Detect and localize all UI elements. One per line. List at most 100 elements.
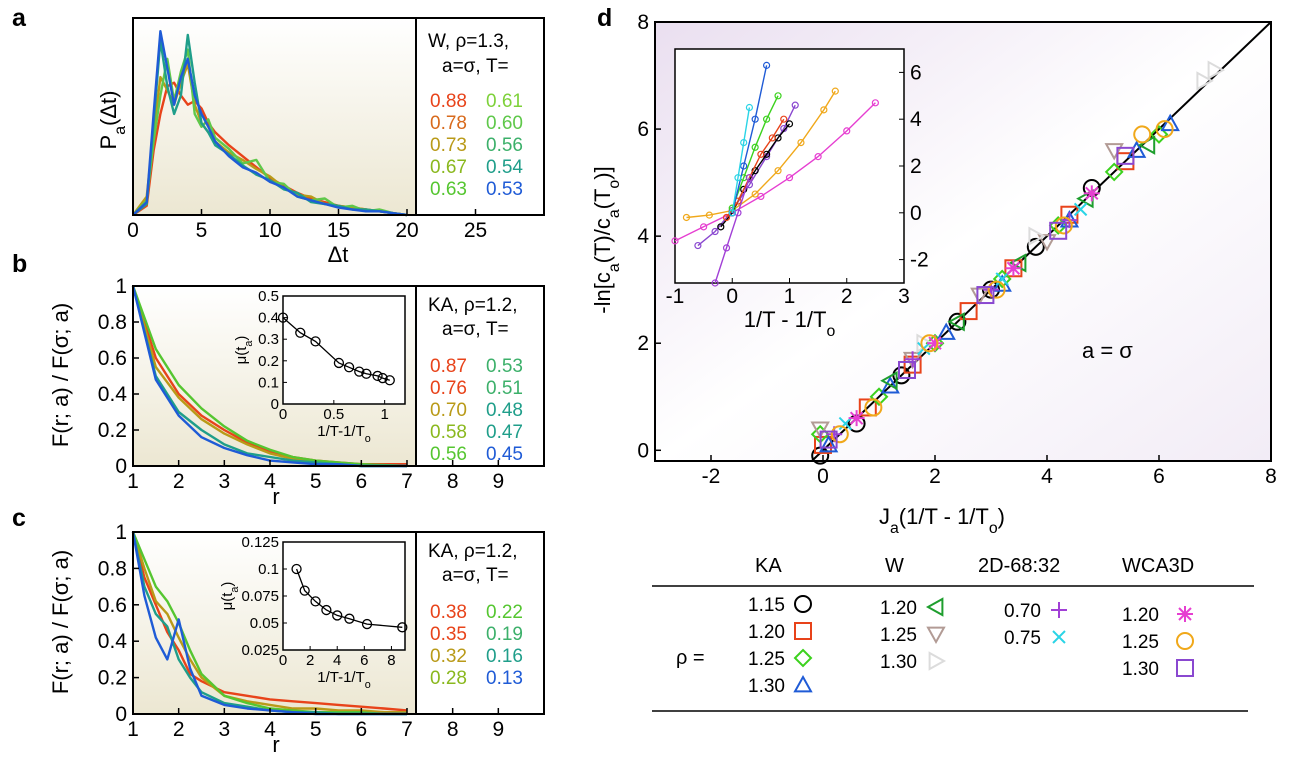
panel-d-point-square (1116, 146, 1135, 165)
panel-d-inset-point (745, 174, 754, 182)
legend-2d-marker-0 (1051, 602, 1067, 618)
panel-b-xtick-label: 3 (218, 470, 230, 493)
panel-d-point-square (1049, 221, 1068, 240)
panel-b-legend-entry: 0.53 (486, 356, 523, 377)
panel-b-inset-point (354, 366, 365, 377)
panel-a-legend-line2: a=σ, T= (442, 56, 509, 77)
legend-w-rho-0: 1.20 (880, 598, 917, 619)
panel-d-point-diamond (869, 387, 889, 407)
panel-c-inset-ytick-label: 0.075 (241, 588, 279, 605)
panel-c-xtick-label: 8 (447, 718, 459, 741)
panel-d-ytick-label: 0 (637, 439, 649, 462)
panel-c-xtick-label: 3 (218, 718, 230, 741)
legend-2d-rho-0: 0.70 (1004, 601, 1041, 622)
panel-d-yticks: 0 2 4 6 8 (637, 11, 661, 462)
panel-b-legend-entry: 0.45 (486, 444, 523, 465)
panel-b-inset-point (377, 372, 388, 384)
legend-wca3d-rho-1: 1.25 (1122, 632, 1159, 653)
panel-a-xticks: 0 5 10 15 20 25 (127, 209, 487, 242)
panel-c-inset-xtick-label: 8 (387, 652, 395, 669)
panel-c-inset-ytick-label: 0.1 (258, 561, 279, 578)
panel-b-xtick-label: 2 (173, 470, 185, 493)
legend-w-rho-2: 1.30 (880, 652, 917, 673)
panel-d-inset-point (694, 241, 702, 250)
panel-b-inset-point (277, 312, 289, 323)
panel-d-point-triangle-up (880, 375, 900, 394)
panel-d-inset-ytick-label: 4 (910, 108, 922, 131)
panel-d-inset-xtick-label: 0 (726, 285, 738, 308)
panel-label-c: c (12, 504, 26, 532)
panel-c-legend-line1: KA, ρ=1.2, (428, 541, 518, 562)
panel-a-xtick-label: 15 (327, 219, 350, 242)
panel-d-point-circle (1133, 125, 1152, 144)
panel-c-xticks: 1 2 3 4 5 6 7 8 9 (127, 708, 504, 741)
panel-a-xtick-label: 10 (258, 219, 281, 242)
panel-d-point-square (976, 286, 995, 305)
panel-b-series-4 (131, 285, 407, 468)
legend-wca3d-marker-0 (1177, 606, 1193, 622)
panel-d-point-triangle-up (818, 434, 839, 453)
panel-d-inset-ytick-label: 0 (910, 202, 922, 225)
panel-c-inset-point (310, 596, 321, 607)
panel-b-legend-entry: 0.56 (430, 444, 467, 465)
panel-c-inset-xlabel: 1/T-1/To (317, 669, 371, 691)
panel-c-legend-entry: 0.16 (486, 646, 523, 667)
panel-b-ytick-label: 0.4 (98, 383, 128, 406)
panel-b-xtick-label: 8 (447, 470, 459, 493)
panel-b-ytick-label: 0 (115, 455, 127, 478)
panel-d-inset-point (728, 209, 736, 217)
panel-c-inset-point (344, 613, 355, 624)
legend-wca3d-marker-2 (1176, 659, 1194, 677)
panel-a-legend-entry: 0.60 (486, 113, 523, 134)
panel-a-xtick-label: 25 (464, 219, 487, 242)
panel-d-point-square (898, 360, 916, 379)
panel-b-inset-point (361, 368, 372, 379)
panel-d-inset-point (740, 139, 748, 147)
panel-b-legend-entry: 0.47 (486, 422, 523, 443)
panel-a-series-2 (132, 48, 408, 217)
panel-c-inset-point (299, 585, 310, 596)
panel-d-inset-point (722, 244, 731, 252)
panel-b-legend-entry: 0.51 (486, 378, 523, 399)
panel-d-xtick-label: 8 (1265, 465, 1277, 488)
panel-b-inset-xlabel: 1/T-1/To (317, 423, 371, 445)
panel-b-legend-entry: 0.70 (430, 400, 467, 421)
panel-c-legend: 0.38 0.22 0.35 0.19 0.32 0.16 0.28 0.13 (430, 602, 523, 689)
panel-d-inset-xlabel: 1/T - 1/To (744, 307, 836, 340)
panel-a-legend-entry: 0.54 (486, 157, 523, 178)
panel-d-point-cross (838, 416, 853, 431)
panel-d-inset-point (762, 61, 771, 69)
panel-c-ytick-label: 0.2 (98, 667, 127, 690)
panel-b-inset-point (343, 362, 355, 373)
table-header-ka: KA (755, 555, 782, 577)
panel-c-inset-frame (282, 541, 406, 651)
panel-c-inset-xtick-label: 6 (360, 652, 368, 669)
panel-d-inset-point (797, 139, 805, 147)
panel-a-xtick-label: 20 (395, 219, 418, 242)
legend-w-marker-1 (926, 626, 946, 645)
panel-label-a: a (12, 4, 27, 32)
panel-a-legend-entry: 0.67 (430, 157, 467, 178)
panel-b-inset-point (372, 370, 383, 382)
panel-c-series-2 (131, 531, 407, 716)
panel-b-xticks: 1 2 3 4 5 6 7 8 9 (127, 460, 504, 493)
panel-d-inset-ytick-label: -2 (910, 249, 929, 272)
panel-d-point-diamond (992, 269, 1012, 289)
legend-ka-marker-2 (793, 648, 813, 668)
panel-b-inset-ytick-label: 0.3 (258, 331, 279, 348)
panel-b-inset-xtick-label: 0.5 (323, 406, 344, 423)
panel-d-point-cross (1073, 202, 1088, 217)
panel-c-ytick-label: 0.6 (98, 594, 127, 617)
panel-b-inset-frame (282, 295, 406, 405)
panel-c-inset-xtick-label: 0 (279, 652, 287, 669)
panel-d-inset-point (682, 213, 691, 222)
legend-ka-rho-3: 1.30 (748, 676, 785, 697)
panel-c: 1 2 3 4 5 6 7 8 9 0 0.2 0.4 0.6 0.8 1 r F(r; a) / F(σ… (48, 521, 545, 757)
panel-d-point-star (1005, 260, 1022, 277)
panel-b-ytick-label: 0.6 (98, 347, 127, 370)
panel-d-point-triangle-right (1028, 226, 1046, 246)
panel-b-inset: 0 0.5 100.10.20.30.40.51/T-1/Toμ(ta) (233, 288, 406, 445)
panel-c-inset-xtick-label: 4 (333, 652, 341, 669)
panel-d-inset-point (820, 106, 828, 114)
